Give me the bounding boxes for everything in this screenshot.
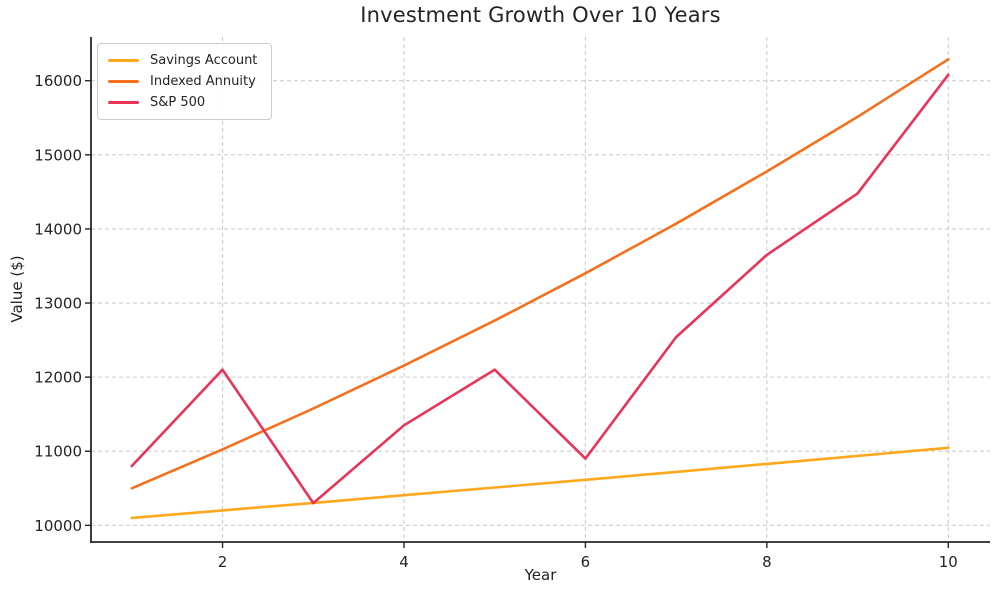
legend-label-indexed-annuity: Indexed Annuity	[150, 74, 256, 89]
legend-swatch-indexed-annuity	[108, 80, 139, 83]
y-tick-label: 14000	[34, 220, 82, 238]
y-tick-label: 12000	[34, 369, 82, 387]
line-indexed-annuity	[130, 57, 950, 490]
legend-swatch-savings-account	[108, 59, 139, 62]
legend-label-s-p-500: S&P 500	[150, 95, 206, 110]
legend: Savings Account Indexed Annuity S&P 500	[97, 43, 273, 120]
y-tick-label: 10000	[34, 517, 82, 535]
x-tick-label: 2	[218, 553, 228, 571]
x-axis-label: Year	[524, 566, 557, 584]
chart-title: Investment Growth Over 10 Years	[360, 3, 721, 27]
y-tick-label: 13000	[34, 295, 82, 313]
x-tick-label: 6	[581, 553, 591, 571]
y-axis-label: Value ($)	[8, 255, 26, 323]
y-tick-label: 15000	[34, 146, 82, 164]
legend-item-indexed-annuity: Indexed Annuity	[108, 74, 257, 89]
y-tick-label: 16000	[34, 72, 82, 90]
y-tick-label: 11000	[34, 443, 82, 461]
x-tick-label: 4	[399, 553, 409, 571]
line-s-p-500	[130, 73, 950, 505]
x-tick-label: 10	[939, 553, 958, 571]
line-savings-account	[130, 446, 950, 520]
x-tick-label: 8	[762, 553, 772, 571]
legend-swatch-s-p-500	[108, 101, 139, 104]
legend-item-savings-account: Savings Account	[108, 53, 257, 68]
legend-label-savings-account: Savings Account	[150, 53, 258, 68]
legend-item-s-p-500: S&P 500	[108, 95, 257, 110]
